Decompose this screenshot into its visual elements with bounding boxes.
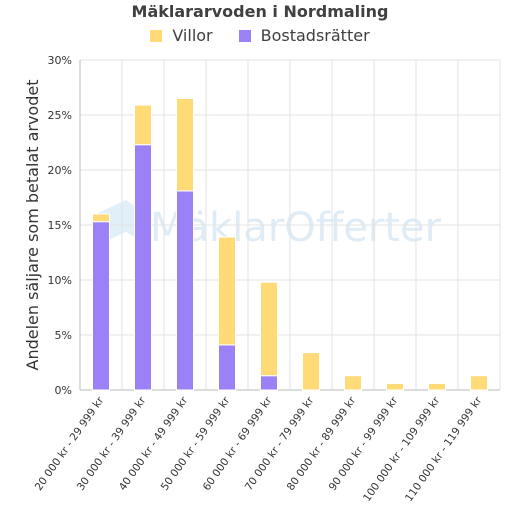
bar-bostadsrtter-2 bbox=[176, 190, 194, 391]
legend-label-villor: Villor bbox=[172, 26, 213, 45]
chart-title: Mäklararvoden i Nordmaling bbox=[131, 2, 389, 21]
legend-swatch-bostadsratter bbox=[238, 29, 251, 42]
legend-item-villor[interactable]: Villor bbox=[150, 26, 213, 45]
bar-villor-6 bbox=[344, 375, 362, 391]
legend-label-bostadsratter: Bostadsrätter bbox=[260, 26, 370, 45]
bar-bostadsrtter-1 bbox=[134, 144, 152, 391]
bar-villor-1 bbox=[134, 104, 152, 146]
y-tick-label: 25% bbox=[48, 109, 72, 122]
y-tick-label: 5% bbox=[55, 329, 72, 342]
x-tick-label: 110 000 kr - 119 999 kr bbox=[403, 394, 485, 504]
watermark-text: MäklarOfferter bbox=[150, 205, 442, 251]
legend-item-bostadsratter[interactable]: Bostadsrätter bbox=[238, 26, 370, 45]
bar-villor-7 bbox=[386, 382, 404, 391]
bar-villor-9 bbox=[470, 375, 488, 391]
bar-villor-4 bbox=[260, 281, 278, 377]
y-tick-label: 20% bbox=[48, 164, 72, 177]
y-tick-label: 15% bbox=[48, 219, 72, 232]
bar-villor-8 bbox=[428, 382, 446, 391]
y-tick-label: 10% bbox=[48, 274, 72, 287]
watermark: MäklarOfferter bbox=[96, 200, 442, 251]
bar-bostadsrtter-0 bbox=[92, 221, 110, 391]
y-axis-label: Andelen säljare som betalat arvodet bbox=[23, 80, 42, 371]
bar-villor-5 bbox=[302, 352, 320, 391]
x-tick-label: 20 000 kr - 29 999 kr bbox=[33, 394, 107, 493]
legend-swatch-villor bbox=[150, 29, 163, 42]
y-tick-label: 30% bbox=[48, 54, 72, 67]
bar-villor-3 bbox=[218, 236, 236, 346]
bar-bostadsrtter-4 bbox=[260, 375, 278, 391]
bar-bostadsrtter-3 bbox=[218, 344, 236, 391]
legend: Villor Bostadsrätter bbox=[0, 26, 520, 45]
x-tick-label: 100 000 kr - 109 999 kr bbox=[361, 394, 443, 504]
bar-villor-2 bbox=[176, 98, 194, 192]
y-tick-label: 0% bbox=[55, 384, 72, 397]
bar-villor-0 bbox=[92, 213, 110, 223]
